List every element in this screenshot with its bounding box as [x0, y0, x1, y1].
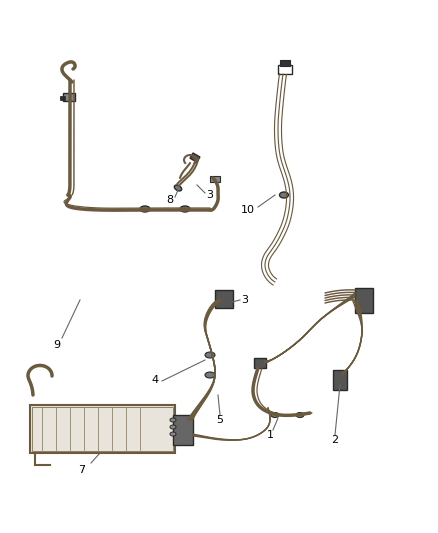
- Text: 3: 3: [241, 295, 248, 305]
- Ellipse shape: [205, 372, 215, 378]
- Bar: [173, 415, 193, 445]
- Text: 9: 9: [53, 340, 60, 350]
- Ellipse shape: [170, 418, 176, 422]
- Ellipse shape: [170, 425, 176, 429]
- Bar: [280, 60, 290, 66]
- Text: 5: 5: [216, 415, 223, 425]
- Ellipse shape: [170, 432, 176, 436]
- Bar: [333, 370, 347, 390]
- Bar: [30, 405, 175, 453]
- Text: 8: 8: [166, 195, 173, 205]
- Text: 4: 4: [152, 375, 159, 385]
- Ellipse shape: [279, 192, 289, 198]
- Bar: [215, 290, 233, 308]
- Text: 3: 3: [206, 190, 213, 200]
- Text: 2: 2: [332, 435, 339, 445]
- Bar: [190, 153, 200, 162]
- Ellipse shape: [271, 413, 279, 417]
- Ellipse shape: [180, 206, 190, 212]
- Text: 7: 7: [78, 465, 85, 475]
- Text: 1: 1: [266, 430, 273, 440]
- Bar: [278, 65, 292, 74]
- Ellipse shape: [140, 206, 150, 212]
- Ellipse shape: [205, 352, 215, 358]
- Bar: [63, 93, 75, 101]
- Bar: [355, 288, 373, 313]
- Text: 10: 10: [241, 205, 255, 215]
- Bar: [32, 407, 173, 451]
- Ellipse shape: [174, 185, 182, 191]
- Bar: [254, 358, 266, 368]
- Bar: [210, 176, 220, 182]
- Ellipse shape: [296, 413, 304, 417]
